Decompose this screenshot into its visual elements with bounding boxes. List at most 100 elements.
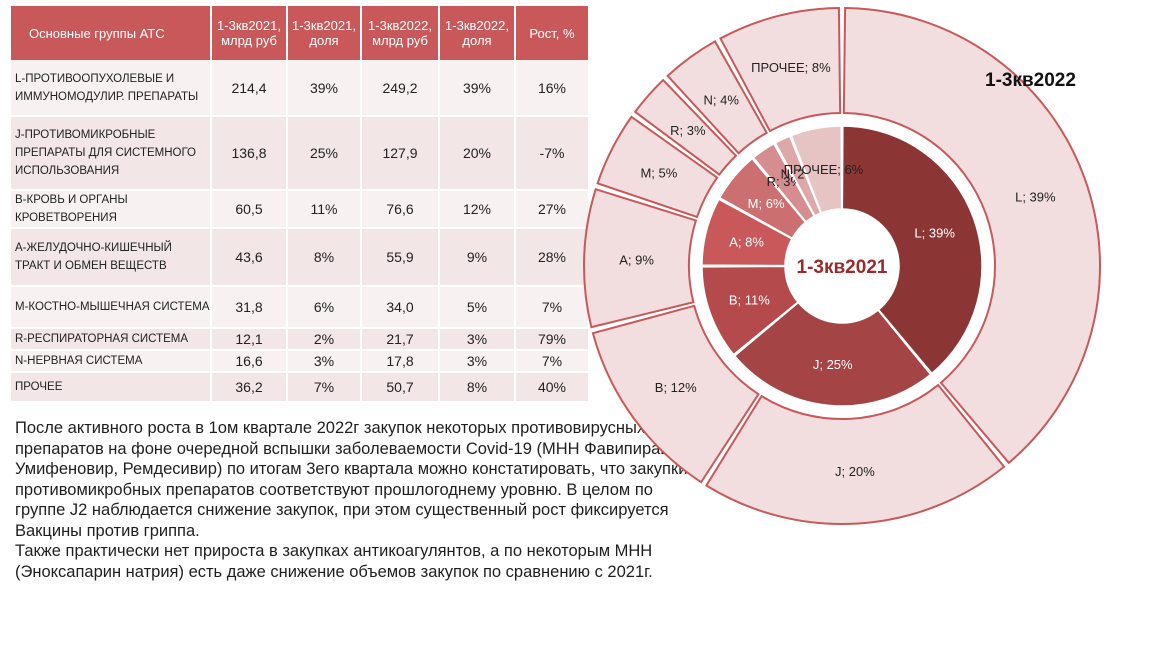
share-2021-cell: 7% [287, 372, 362, 403]
growth-cell: 27% [515, 190, 590, 229]
share-2022-cell: 8% [439, 372, 516, 403]
share-2022-cell: 3% [439, 350, 516, 373]
inner-slice-4 [718, 157, 807, 240]
growth-cell: 79% [515, 328, 590, 351]
share-2021-cell: 25% [287, 116, 362, 191]
growth-cell: 7% [515, 350, 590, 373]
commentary-text: После активного роста в 1ом квартале 202… [15, 418, 705, 582]
atc-table: Основные группы АТС 1-3кв2021, млрд руб … [11, 6, 590, 403]
inner-slice-label-1: J; 25% [813, 357, 853, 372]
share-2022-cell: 39% [439, 60, 516, 117]
inner-slice-0 [841, 125, 983, 375]
outer-slice-0 [842, 7, 1101, 465]
outer-ring-label: 1-3кв2022 [985, 70, 1076, 91]
outer-slice-4 [596, 115, 719, 219]
inner-slice-label-7: ПРОЧЕЕ; 6% [784, 162, 864, 177]
share-2022-cell: 20% [439, 116, 516, 191]
outer-slice-label-0: L; 39% [1015, 189, 1056, 204]
table-row: A-желудочно-кишечный тракт и обмен вещес… [11, 228, 590, 287]
inner-slice-7 [790, 125, 843, 214]
share-2022-cell: 12% [439, 190, 516, 229]
share-2021-cell: 3% [287, 350, 362, 373]
group-cell: ПРОЧЕЕ [11, 372, 212, 403]
header-2022-share: 1-3кв2022, доля [439, 6, 516, 60]
inner-slice-1 [733, 301, 932, 407]
growth-cell: 28% [515, 228, 590, 287]
outer-slice-label-7: ПРОЧЕЕ; 8% [751, 60, 831, 75]
outer-slice-6 [666, 40, 769, 155]
outer-slice-label-3: A; 9% [619, 253, 654, 268]
group-cell: L-противоопухолевые и иммуномодулир. пре… [11, 60, 212, 117]
group-cell: J-противомикробные препараты для системн… [11, 116, 212, 191]
share-2022-cell: 5% [439, 286, 516, 329]
table-body: L-противоопухолевые и иммуномодулир. пре… [11, 60, 590, 403]
share-2021-cell: 11% [287, 190, 362, 229]
table-row: L-противоопухолевые и иммуномодулир. пре… [11, 60, 590, 117]
inner-slice-label-0: L; 39% [914, 226, 955, 241]
group-cell: N-нервная система [11, 350, 212, 373]
table-row: ПРОЧЕЕ 36,2 7% 50,7 8% 40% [11, 372, 590, 403]
header-growth: Рост, % [515, 6, 590, 60]
growth-cell: -7% [515, 116, 590, 191]
inner-slice-label-3: A; 8% [729, 235, 764, 250]
table-header-row: Основные группы АТС 1-3кв2021, млрд руб … [11, 6, 590, 60]
value-2022-cell: 50,7 [361, 372, 440, 403]
commentary-paragraph-2: Также практически нет прироста в закупка… [15, 542, 653, 581]
share-2021-cell: 8% [287, 228, 362, 287]
table-row: R-респираторная система 12,1 2% 21,7 3% 79% [11, 328, 590, 351]
share-2021-cell: 6% [287, 286, 362, 329]
share-2022-cell: 9% [439, 228, 516, 287]
inner-slice-label-4: M; 6% [748, 196, 785, 211]
value-2021-cell: 43,6 [211, 228, 288, 287]
value-2022-cell: 249,2 [361, 60, 440, 117]
value-2021-cell: 16,6 [211, 350, 288, 373]
share-2021-cell: 39% [287, 60, 362, 117]
share-2022-cell: 3% [439, 328, 516, 351]
growth-cell: 7% [515, 286, 590, 329]
table-row: J-противомикробные препараты для системн… [11, 116, 590, 191]
share-2021-cell: 2% [287, 328, 362, 351]
value-2022-cell: 127,9 [361, 116, 440, 191]
outer-slice-label-4: M; 5% [640, 166, 677, 181]
table-row: N-нервная система 16,6 3% 17,8 3% 7% [11, 350, 590, 373]
commentary-paragraph-1: После активного роста в 1ом квартале 202… [15, 419, 693, 540]
value-2022-cell: 34,0 [361, 286, 440, 329]
outer-slice-2 [591, 304, 760, 484]
outer-slice-5 [633, 78, 738, 176]
value-2021-cell: 36,2 [211, 372, 288, 403]
outer-slice-label-2: B; 12% [655, 380, 697, 395]
donut-center [787, 211, 897, 321]
value-2022-cell: 17,8 [361, 350, 440, 373]
outer-slice-label-5: R; 3% [670, 123, 706, 138]
group-cell: A-желудочно-кишечный тракт и обмен вещес… [11, 228, 212, 287]
inner-slice-2 [701, 265, 799, 356]
table-row: B-кровь и органы кроветворения 60,5 11% 76,… [11, 190, 590, 229]
outer-slice-label-1: J; 20% [835, 464, 875, 479]
inner-slice-label-2: B; 11% [729, 292, 770, 307]
growth-cell: 40% [515, 372, 590, 403]
group-cell: M-костно-мышечная система [11, 286, 212, 329]
growth-cell: 16% [515, 60, 590, 117]
group-cell: B-кровь и органы кроветворения [11, 190, 212, 229]
value-2022-cell: 21,7 [361, 328, 440, 351]
value-2022-cell: 55,9 [361, 228, 440, 287]
inner-ring-label: 1-3кв2021 [797, 257, 888, 278]
table-row: M-костно-мышечная система 31,8 6% 34,0 5% 7% [11, 286, 590, 329]
value-2021-cell: 60,5 [211, 190, 288, 229]
header-2022-value: 1-3кв2022, млрд руб [361, 6, 440, 60]
outer-slice-7 [719, 7, 842, 133]
header-group: Основные группы АТС [11, 6, 212, 60]
outer-slice-3 [583, 187, 698, 329]
header-2021-value: 1-3кв2021, млрд руб [211, 6, 288, 60]
value-2022-cell: 76,6 [361, 190, 440, 229]
outer-slice-label-6: N; 4% [704, 93, 740, 108]
value-2021-cell: 31,8 [211, 286, 288, 329]
value-2021-cell: 214,4 [211, 60, 288, 117]
inner-slice-3 [701, 198, 793, 267]
value-2021-cell: 136,8 [211, 116, 288, 191]
value-2021-cell: 12,1 [211, 328, 288, 351]
header-2021-share: 1-3кв2021, доля [287, 6, 362, 60]
group-cell: R-респираторная система [11, 328, 212, 351]
outer-slice-1 [705, 383, 1006, 525]
